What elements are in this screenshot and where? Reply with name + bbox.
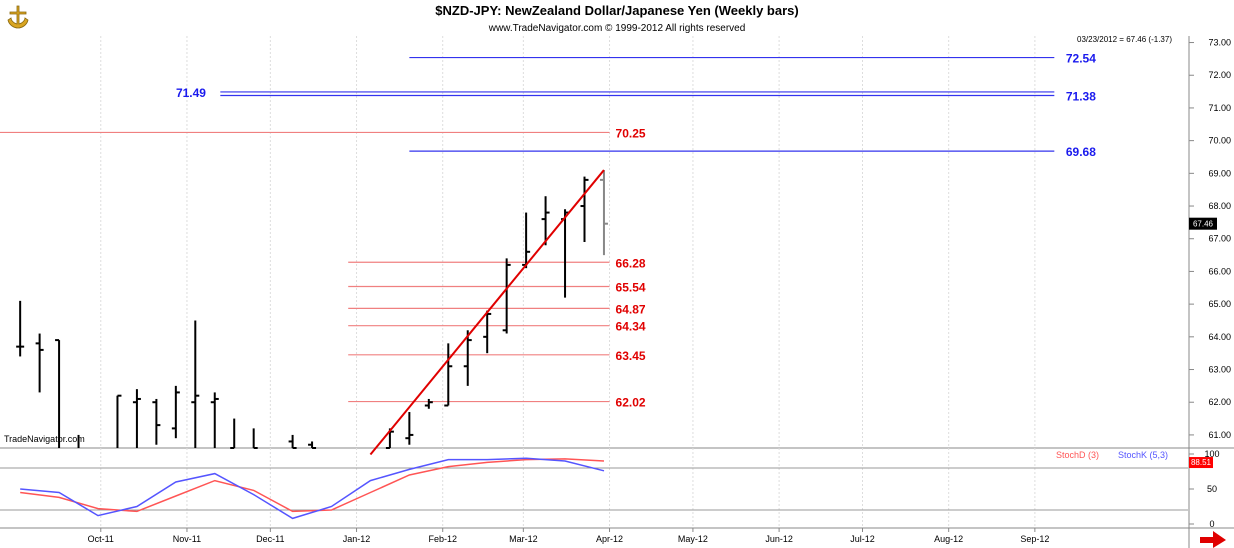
y-tick-label: 72.00 [1208,70,1231,80]
x-tick-label: Mar-12 [509,534,538,544]
level-label: 66.28 [616,256,646,270]
y-tick-label: 64.00 [1208,332,1231,342]
x-tick-label: Aug-12 [934,534,963,544]
y-tick-label: 69.00 [1208,168,1231,178]
x-tick-label: Nov-11 [173,534,201,544]
x-tick-label: Jul-12 [850,534,875,544]
watermark: TradeNavigator.com [4,434,85,444]
y-tick-label: 70.00 [1208,136,1231,146]
stoch-tick-label: 0 [1209,519,1214,529]
y-tick-label: 67.00 [1208,234,1231,244]
level-label: 70.25 [616,126,646,140]
y-tick-label: 66.00 [1208,266,1231,276]
copyright-text: www.TradeNavigator.com © 1999-2012 All r… [488,23,746,34]
level-label: 62.02 [616,396,646,410]
y-tick-label: 71.00 [1208,103,1231,113]
y-tick-label: 68.00 [1208,201,1231,211]
level-label: 64.87 [616,302,646,316]
level-label: 63.45 [616,349,646,363]
stoch-value-flag [1189,457,1213,469]
level-label: 64.34 [616,320,646,334]
stoch-legend-entry: StochK (5,3) [1118,450,1168,460]
x-tick-label: Jun-12 [765,534,793,544]
y-tick-label: 62.00 [1208,397,1231,407]
x-tick-label: Jan-12 [343,534,371,544]
x-tick-label: Dec-11 [256,534,284,544]
x-tick-label: May-12 [678,534,708,544]
x-tick-label: Oct-11 [88,534,114,544]
level-label: 65.54 [616,280,646,294]
stoch-legend-entry: StochD (3) [1056,450,1099,460]
current-price-flag [1189,217,1217,230]
stoch-series-line [20,458,605,513]
trendline [369,169,605,456]
level-label: 71.49 [176,86,206,100]
y-tick-label: 73.00 [1208,38,1231,48]
x-tick-label: Apr-12 [596,534,623,544]
stoch-series-line [20,457,605,520]
x-tick-label: Sep-12 [1020,534,1049,544]
level-label: 69.68 [1066,145,1096,159]
logo-icon[interactable] [7,5,29,29]
stoch-tick-label: 50 [1207,484,1217,494]
last-quote-text: 03/23/2012 = 67.46 (-1.37) [1077,35,1172,44]
current-price-label: 67.46 [1193,220,1214,229]
stoch-value-label: 88.51 [1191,458,1212,467]
level-label: 72.54 [1066,52,1096,66]
scroll-right-arrow-icon[interactable] [1200,531,1226,548]
y-tick-label: 61.00 [1208,430,1231,440]
y-tick-label: 65.00 [1208,299,1231,309]
x-tick-label: Feb-12 [428,534,457,544]
level-label: 71.38 [1066,90,1096,104]
chart-title: $NZD-JPY: NewZealand Dollar/Japanese Yen… [435,3,798,18]
y-tick-label: 63.00 [1208,365,1231,375]
stoch-tick-label: 100 [1204,449,1219,459]
